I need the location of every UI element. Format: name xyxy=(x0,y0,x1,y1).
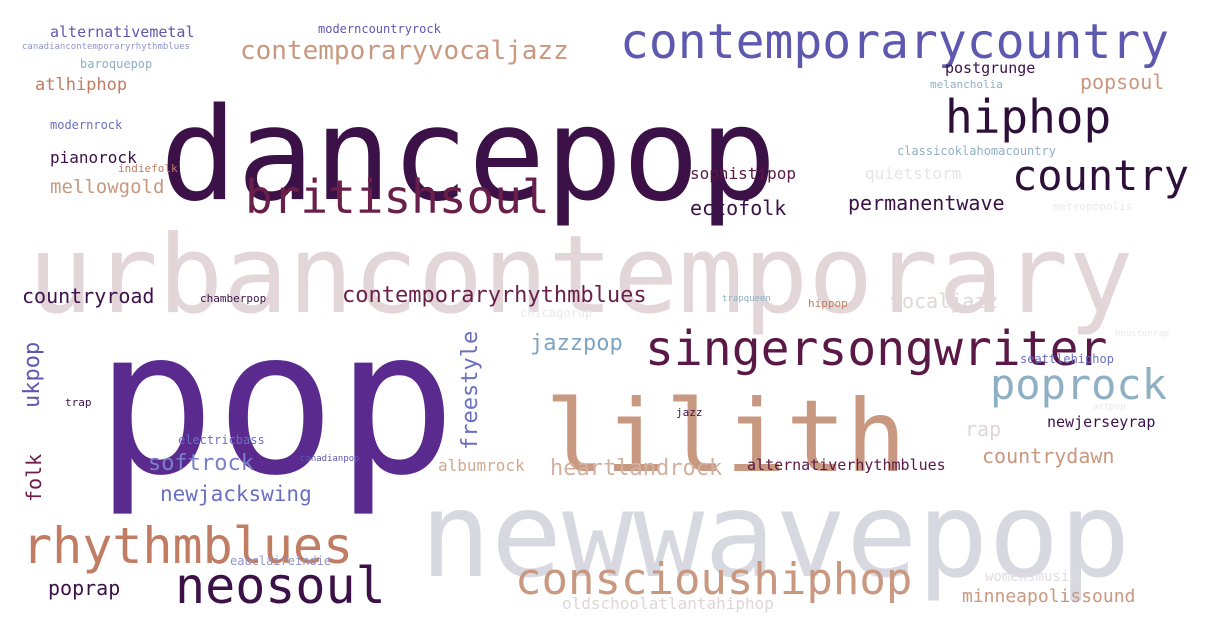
word-trapqueen: trapqueen xyxy=(722,293,771,304)
word-artpop: artpop xyxy=(1093,401,1126,412)
word-seattlehiphop: seattlehiphop xyxy=(1020,351,1114,366)
word-melancholia: melancholia xyxy=(930,78,1003,92)
word-trap: trap xyxy=(65,396,92,410)
word-oldschoolatlantahiphop: oldschoolatlantahiphop xyxy=(562,593,774,613)
word-softrock: softrock xyxy=(148,450,254,476)
word-canadiancontemporaryrhythmblues: canadiancontemporaryrhythmblues xyxy=(22,41,190,52)
word-neosoul: neosoul xyxy=(175,557,386,615)
word-womensmusic: womensmusic xyxy=(985,569,1078,586)
word-poprock: poprock xyxy=(990,360,1168,410)
word-jazz: jazz xyxy=(676,406,703,420)
word-minneapolissound: minneapolissound xyxy=(962,585,1136,607)
word-contemporaryrhythmblues: contemporaryrhythmblues xyxy=(342,282,647,308)
word-alternativemetal: alternativemetal xyxy=(50,23,195,42)
word-urbancontemporary: urbancontemporary xyxy=(28,212,1134,338)
word-lilith: lilith xyxy=(545,378,907,495)
word-hiphop: hiphop xyxy=(945,90,1112,145)
word-chamberpop: chamberpop xyxy=(200,292,267,306)
word-atlhiphop: atlhiphop xyxy=(35,74,128,95)
word-countrydawn: countrydawn xyxy=(982,444,1115,469)
word-permanentwave: permanentwave xyxy=(848,191,1005,216)
word-freestyle: freestyle xyxy=(458,330,484,450)
word-ectofolk: ectofolk xyxy=(690,196,787,221)
word-chicagorap: chicagorap xyxy=(520,305,593,320)
word-countryroad: countryroad xyxy=(22,284,155,309)
word-quietstorm: quietstorm xyxy=(865,163,962,183)
word-ukpop: ukpop xyxy=(20,341,46,408)
word-newwavepop: newwavepop xyxy=(420,465,1131,604)
word-hippop: hippop xyxy=(808,297,848,311)
word-rap: rap xyxy=(965,417,1002,442)
word-classicoklahomacountry: classicoklahomacountry xyxy=(897,143,1056,158)
word-electricbass: electricbass xyxy=(178,432,265,447)
word-houstonrap: houstonrap xyxy=(1115,328,1170,339)
word-britishsoul: britishsoul xyxy=(245,170,550,225)
word-conscioushiphop: conscioushiphop xyxy=(515,553,913,605)
word-popsoul: popsoul xyxy=(1080,70,1165,95)
word-pop: pop xyxy=(95,287,457,520)
word-pianorock: pianorock xyxy=(50,147,137,167)
word-metropopolis: metropopolis xyxy=(1053,200,1133,214)
word-eauclaireindie: eauclaireindie xyxy=(230,553,332,568)
word-jazzpop: jazzpop xyxy=(530,330,623,356)
word-vocaljazz: vocaljazz xyxy=(890,289,999,314)
word-canadianpop: canadianpop xyxy=(300,453,360,464)
word-sophistipop: sophistipop xyxy=(690,163,796,183)
word-folk: folk xyxy=(22,453,46,502)
word-indiefolk: indiefolk xyxy=(118,162,178,176)
word-country: country xyxy=(1012,151,1190,201)
word-albumrock: albumrock xyxy=(438,455,525,475)
word-poprap: poprap xyxy=(48,576,121,601)
word-postgrunge: postgrunge xyxy=(945,59,1036,78)
word-baroquepop: baroquepop xyxy=(80,56,153,71)
word-modernrock: modernrock xyxy=(50,117,123,132)
word-dancepop: dancepop xyxy=(160,81,777,231)
word-contemporarycountry: contemporarycountry xyxy=(620,13,1170,70)
word-alternativerhythmblues: alternativerhythmblues xyxy=(747,456,946,475)
word-rhythmblues: rhythmblues xyxy=(22,517,354,575)
word-newjackswing: newjackswing xyxy=(160,481,312,506)
word-singersongwriter: singersongwriter xyxy=(645,320,1108,377)
word-mellowgold: mellowgold xyxy=(50,176,165,199)
word-contemporaryvocaljazz: contemporaryvocaljazz xyxy=(240,35,569,66)
word-heartlandrock: heartlandrock xyxy=(550,455,723,481)
word-moderncountryrock: moderncountryrock xyxy=(318,21,441,36)
word-newjerseyrap: newjerseyrap xyxy=(1047,413,1156,432)
